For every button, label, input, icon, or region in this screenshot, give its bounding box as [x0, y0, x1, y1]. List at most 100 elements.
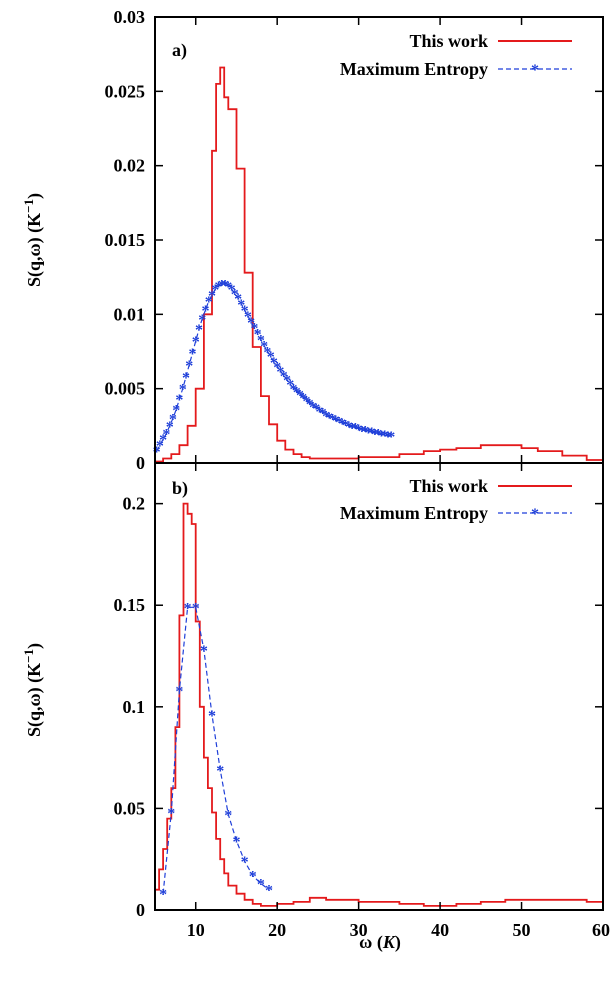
panel-a-maxent-point: * — [247, 315, 255, 332]
panel-a-maxent-point: * — [208, 288, 216, 305]
panel-a-maxent-point: * — [316, 404, 324, 421]
panel-a-label: a) — [172, 40, 187, 61]
panel-a-ytick-label: 0.03 — [114, 7, 146, 27]
panel-a-ytick-label: 0.015 — [105, 230, 146, 250]
panel-a-maxent-point: * — [250, 321, 258, 338]
panel-a-maxent-point: * — [286, 377, 294, 394]
panel-b-maxent-point: * — [200, 643, 208, 660]
panel-b-series-maximum-entropy-line — [162, 606, 270, 894]
panel-a-maxent-point: * — [192, 334, 200, 351]
panel-a-maxent-point: * — [231, 287, 239, 304]
panel-a-maxent-point: * — [371, 426, 379, 443]
panel-a-maxent-point: * — [348, 420, 356, 437]
panel-a-maxent-point: * — [283, 373, 291, 390]
panel-a-maxent-point: * — [202, 303, 210, 320]
panel-a-maxent-point: * — [260, 339, 268, 356]
panel-b-maxent-point: * — [216, 763, 224, 780]
panel-b-label: b) — [172, 478, 188, 499]
panel-a-maxent-point: * — [185, 358, 193, 375]
panel-a-maxent-point: * — [189, 346, 197, 363]
panel-a-maxent-point: * — [381, 428, 389, 445]
panel-a-maxent-point: * — [312, 401, 320, 418]
panel-a-maxent-point: * — [342, 417, 350, 434]
panel-b-ylabel: S(q,ω) (K−1) — [21, 643, 45, 737]
panel-b-ytick-label: 0 — [136, 900, 145, 920]
panel-b-plot-area: **** ******** * * — [155, 502, 603, 907]
panel-a-maxent-point: * — [234, 291, 242, 308]
panel-a-maxent-point: * — [335, 414, 343, 431]
panel-b-maxent-point: * — [184, 600, 192, 617]
panel-b-legend: This work Maximum Entropy * — [340, 476, 572, 523]
panel-b-xtick-label: 50 — [513, 920, 531, 940]
panel-a-maxent-point: * — [361, 423, 369, 440]
panel-a-maxent-point: * — [175, 392, 183, 409]
panel-a-maxent-point: * — [276, 364, 284, 381]
panel-a-maxent-point: * — [358, 423, 366, 440]
panel-a-maxent-point: * — [384, 429, 392, 446]
panel-b-xtick-label: 60 — [592, 920, 610, 940]
panel-b-xtick-label: 40 — [431, 920, 449, 940]
panel-a-ytick-label: 0.02 — [114, 156, 146, 176]
panel-a-ytick-label: 0 — [136, 453, 145, 473]
panel-a-maxent-point: * — [351, 420, 359, 437]
panel-a-maxent-point: * — [166, 419, 174, 436]
panel-a-legend: This work Maximum Entropy * — [340, 31, 572, 79]
panel-a-maxent-point: * — [159, 432, 167, 449]
panel-a-maxent-point: * — [162, 426, 170, 443]
panel-b-ytick-label: 0.1 — [123, 697, 146, 717]
panel-a-maxent-point: * — [267, 349, 275, 366]
panel-a-frame — [154, 16, 604, 464]
panel-b-legend-entry-1-label: This work — [409, 476, 488, 496]
panel-a-maxent-point: * — [215, 279, 223, 296]
panel-b-xtick-label: 30 — [350, 920, 368, 940]
panel-b-maxent-point: * — [265, 883, 273, 900]
panel-b-series-this-work — [155, 502, 603, 907]
panel-a-maxent-point: * — [270, 355, 278, 372]
panel-b-xtick-label: 20 — [268, 920, 286, 940]
panel-a-maxent-point: * — [332, 413, 340, 430]
panel-a-maxent-point: * — [254, 327, 262, 344]
panel-a-legend-entry-2-label: Maximum Entropy — [340, 59, 488, 79]
panel-a-maxent-point: * — [355, 422, 363, 439]
panel-b-maxent-point: * — [241, 854, 249, 871]
panel-a-maxent-point: * — [169, 411, 177, 428]
panel-a-maxent-point: * — [198, 312, 206, 329]
panel-a-maxent-point: * — [290, 382, 298, 399]
panel-a-ytick-label: 0.01 — [114, 304, 146, 324]
panel-b-maxent-point: * — [249, 869, 257, 886]
panel-a-plot-area: ****************************************… — [153, 66, 604, 463]
panel-b-ticks: 0 0.05 0.1 0.15 0.2 10 20 30 40 50 60 — [114, 463, 610, 940]
panel-a-legend-entry-1-label: This work — [409, 31, 488, 51]
panel-a-maxent-point: * — [306, 397, 314, 414]
panel-a-maxent-point: * — [218, 278, 226, 295]
panel-a-maxent-point: * — [263, 345, 271, 362]
panel-a-maxent-point: * — [241, 303, 249, 320]
panel-b-legend-entry-2-marker: * — [531, 506, 539, 523]
panel-b-maxent-point: * — [175, 684, 183, 701]
panel-b-maxent-point: * — [192, 600, 200, 617]
panel-b: **** ******** * * 00.050.10.150.210 20 30 40 50… — [21, 462, 610, 953]
panel-b-frame — [154, 462, 604, 911]
panel-a-ytick-label: 0.025 — [105, 81, 146, 101]
panel-a-maxent-point: * — [244, 309, 252, 326]
panel-a-maxent-point: * — [364, 425, 372, 442]
panel-a-legend-entry-2-marker: * — [531, 62, 539, 79]
panel-a-maxent-point: * — [377, 428, 385, 445]
panel-a-maxent-point: * — [368, 425, 376, 442]
panel-a-maxent-point: * — [345, 419, 353, 436]
panel-b-maxent-point: * — [224, 808, 232, 825]
panel-b-maxent-point: * — [208, 708, 216, 725]
panel-b-legend-entry-2-label: Maximum Entropy — [340, 503, 488, 523]
panel-a-maxent-point: * — [182, 370, 190, 387]
panel-a-maxent-point: * — [221, 278, 229, 295]
panel-b-ytick-label: 0.2 — [123, 494, 146, 514]
panel-a-maxent-point: * — [338, 416, 346, 433]
panel-a-maxent-point: * — [156, 438, 164, 455]
panel-a-maxent-point: * — [309, 400, 317, 417]
panel-a-maxent-point: * — [293, 385, 301, 402]
panel-a-maxent-point: * — [322, 408, 330, 425]
panel-a-maxent-point: * — [153, 444, 161, 461]
panel-b-ytick-label: 0.05 — [114, 798, 146, 818]
panel-a-maxent-point: * — [237, 297, 245, 314]
